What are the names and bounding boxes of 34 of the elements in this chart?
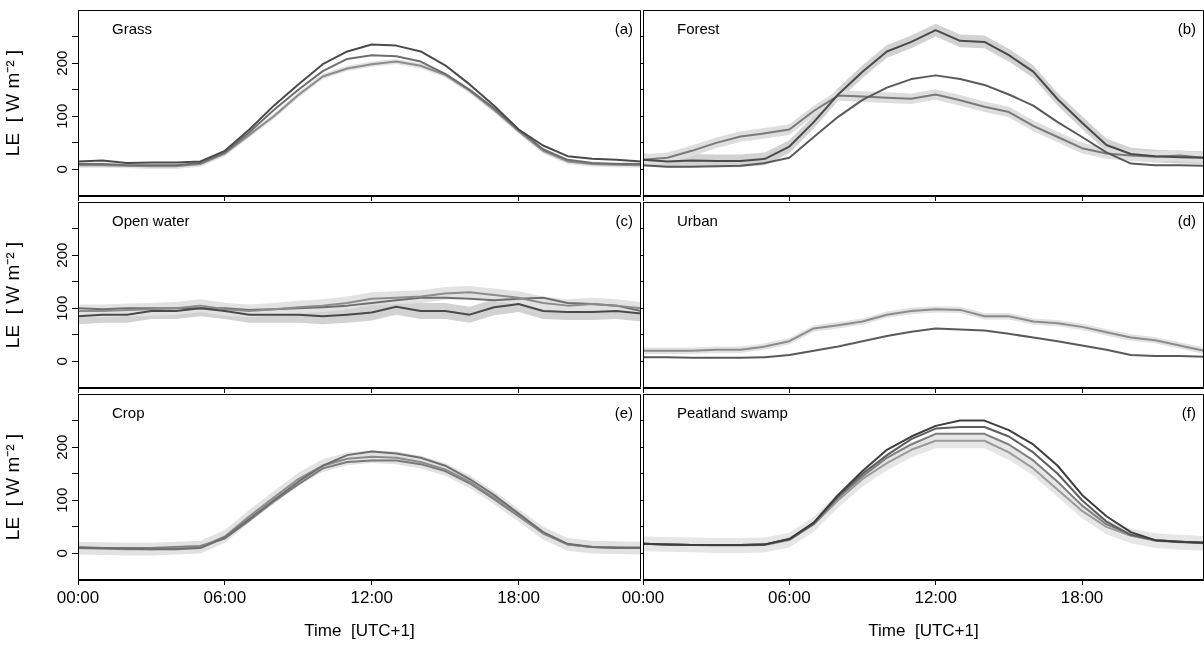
annotation: (f) xyxy=(1181,404,1196,422)
y-axis-title: LE [ W m⁻² ] xyxy=(1,433,23,541)
y-tick-label: 0 xyxy=(52,549,70,558)
y-tick-label: 100 xyxy=(52,295,70,321)
y-tick-label: 100 xyxy=(52,103,70,129)
y-tick-label: 200 xyxy=(52,242,70,268)
text: Peatland swamp xyxy=(677,404,788,422)
y-tick-label: 0 xyxy=(52,357,70,366)
annotation: (b) xyxy=(1177,20,1196,38)
y-tick-label: 200 xyxy=(52,50,70,76)
x-tick-label: 00:00 xyxy=(621,587,665,607)
y-axis-title: LE [ W m⁻² ] xyxy=(1,49,23,157)
text: Urban xyxy=(677,212,718,230)
x-tick-label: 18:00 xyxy=(1060,587,1104,607)
text: Forest xyxy=(677,20,721,38)
text: Open water xyxy=(112,212,190,230)
x-tick-label: 12:00 xyxy=(350,587,394,607)
annotation: (a) xyxy=(614,20,633,38)
x-tick-label: 18:00 xyxy=(497,587,540,607)
x-tick-label: 00:00 xyxy=(56,587,100,607)
x-tick-label: 06:00 xyxy=(768,587,811,607)
annotation: (c) xyxy=(615,212,633,230)
x-axis-title: Time [UTC+1] xyxy=(868,621,979,641)
text: Grass xyxy=(112,20,153,38)
y-axis-title: LE [ W m⁻² ] xyxy=(1,241,23,349)
y-tick-label: 100 xyxy=(52,487,70,513)
x-tick-label: 06:00 xyxy=(203,587,247,607)
x-tick-label: 12:00 xyxy=(914,587,957,607)
y-tick-label: 200 xyxy=(52,434,70,460)
text: Crop xyxy=(112,404,145,422)
x-axis-title: Time [UTC+1] xyxy=(304,621,415,641)
y-tick-label: 0 xyxy=(52,165,70,174)
annotation: (d) xyxy=(1177,212,1196,230)
annotation: (e) xyxy=(614,404,633,422)
